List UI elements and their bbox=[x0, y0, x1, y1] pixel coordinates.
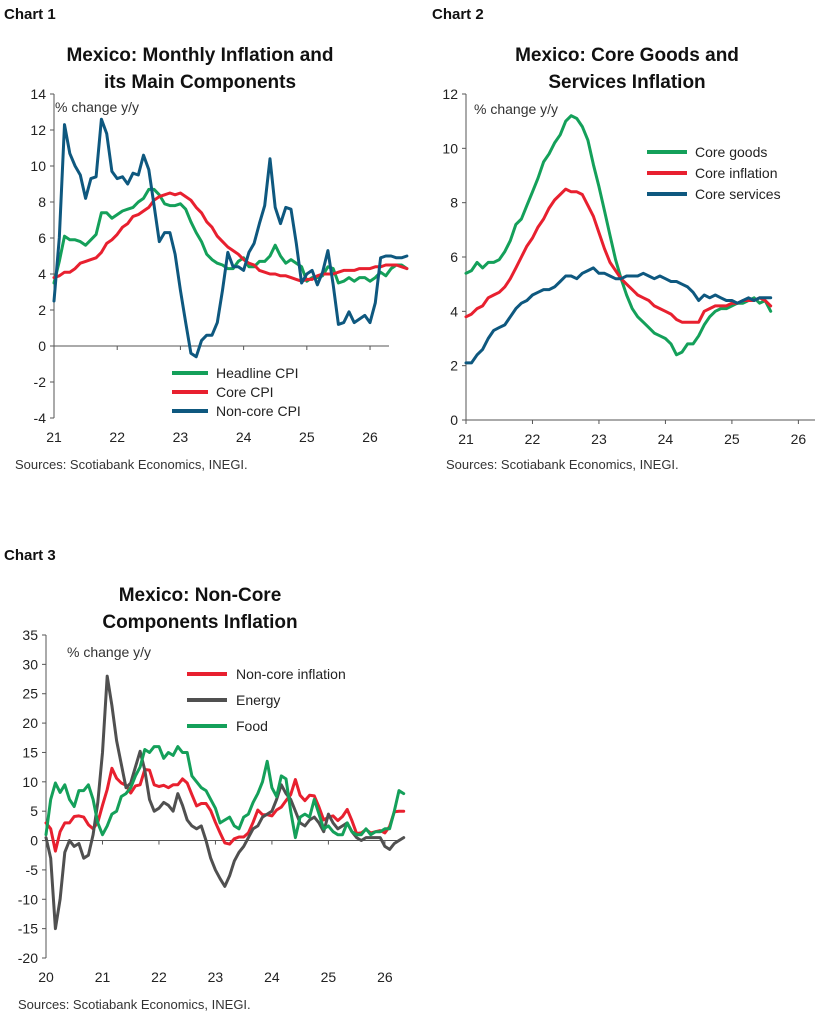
chart-1-title-line-1: Mexico: Monthly Inflation and bbox=[66, 45, 334, 66]
chart3-x-tick-label: 22 bbox=[151, 969, 167, 985]
chart1-y-tick-label: -4 bbox=[34, 410, 47, 426]
chart3-y-tick-label: -15 bbox=[18, 921, 38, 937]
chart3-x-tick-label: 25 bbox=[321, 969, 337, 985]
chart1-y-tick-label: 14 bbox=[30, 86, 46, 102]
chart3-y-tick-label: -20 bbox=[18, 950, 38, 966]
chart-2-title: Mexico: Core Goods and Services Inflatio… bbox=[460, 42, 794, 96]
chart2-series-core-inflation bbox=[464, 187, 773, 324]
chart2-x-tick-label: 22 bbox=[525, 431, 541, 447]
chart3-y-tick-label: 5 bbox=[30, 803, 38, 819]
chart2-y-tick-label: 0 bbox=[450, 412, 458, 428]
chart2-legend-label: Core services bbox=[695, 186, 781, 202]
chart3-legend-label: Food bbox=[236, 718, 268, 734]
chart3-x-tick-label: 21 bbox=[95, 969, 111, 985]
chart3-y-tick-label: 35 bbox=[22, 627, 38, 643]
chart1-x-tick-label: 23 bbox=[173, 429, 189, 445]
chart1-y-tick-label: 2 bbox=[38, 302, 46, 318]
chart3-x-tick-label: 23 bbox=[208, 969, 224, 985]
chart2-series-core-services bbox=[464, 266, 773, 365]
chart2-x-tick-label: 25 bbox=[724, 431, 740, 447]
chart2-x-tick-label: 26 bbox=[791, 431, 807, 447]
chart-2-title-line-1: Mexico: Core Goods and bbox=[515, 45, 739, 66]
chart1-unit-label: % change y/y bbox=[55, 99, 139, 115]
chart2-y-tick-label: 2 bbox=[450, 358, 458, 374]
chart2-x-tick-label: 24 bbox=[658, 431, 674, 447]
chart-3-title-line-1: Mexico: Non-Core bbox=[118, 585, 282, 606]
chart3-y-tick-label: 10 bbox=[22, 774, 38, 790]
chart2-y-tick-label: 12 bbox=[442, 86, 458, 102]
chart1-series-core-cpi bbox=[52, 191, 409, 283]
chart-3-source: Sources: Scotiabank Economics, INEGI. bbox=[18, 997, 251, 1012]
chart1-y-tick-label: 4 bbox=[38, 266, 46, 282]
chart1-series-non-core-cpi bbox=[52, 117, 409, 359]
chart3-y-tick-label: 20 bbox=[22, 715, 38, 731]
chart2-y-tick-label: 6 bbox=[450, 249, 458, 265]
chart-2-label: Chart 2 bbox=[432, 6, 484, 23]
chart1-x-tick-label: 26 bbox=[362, 429, 378, 445]
chart3-y-tick-label: -10 bbox=[18, 891, 38, 907]
chart-3-title: Mexico: Non-Core Components Inflation bbox=[30, 582, 370, 636]
chart3-y-tick-label: 0 bbox=[30, 833, 38, 849]
chart3-y-tick-label: 15 bbox=[22, 744, 38, 760]
chart2-legend-label: Core inflation bbox=[695, 165, 778, 181]
chart-1-title: Mexico: Monthly Inflation and its Main C… bbox=[30, 42, 370, 96]
chart-1-source: Sources: Scotiabank Economics, INEGI. bbox=[15, 457, 248, 472]
chart1-y-tick-label: 10 bbox=[30, 158, 46, 174]
chart-3-title-line-2: Components Inflation bbox=[102, 612, 298, 633]
chart1-y-tick-label: -2 bbox=[34, 374, 47, 390]
chart1-x-tick-label: 25 bbox=[299, 429, 315, 445]
chart3-y-tick-label: 25 bbox=[22, 686, 38, 702]
chart3-series-energy bbox=[44, 674, 406, 931]
chart-1-label: Chart 1 bbox=[4, 6, 56, 23]
chart2-x-tick-label: 21 bbox=[458, 431, 474, 447]
chart3-x-tick-label: 26 bbox=[377, 969, 393, 985]
chart1-legend-label: Headline CPI bbox=[216, 365, 299, 381]
chart2-y-tick-label: 4 bbox=[450, 303, 458, 319]
chart2-legend-label: Core goods bbox=[695, 144, 767, 160]
chart1-y-tick-label: 12 bbox=[30, 122, 46, 138]
chart1-series-headline-cpi bbox=[52, 187, 409, 285]
chart1-y-tick-label: 0 bbox=[38, 338, 46, 354]
chart2-series-core-goods bbox=[464, 114, 773, 357]
chart3-y-tick-label: 30 bbox=[22, 656, 38, 672]
chart3-series-non-core-inflation bbox=[44, 766, 406, 853]
chart3-x-tick-label: 20 bbox=[38, 969, 54, 985]
chart1-x-tick-label: 22 bbox=[109, 429, 125, 445]
chart1-x-tick-label: 24 bbox=[236, 429, 252, 445]
chart1-legend-label: Core CPI bbox=[216, 384, 274, 400]
chart2-x-tick-label: 23 bbox=[591, 431, 607, 447]
chart2-y-tick-label: 10 bbox=[442, 140, 458, 156]
chart3-legend-label: Non-core inflation bbox=[236, 666, 346, 682]
chart1-y-tick-label: 8 bbox=[38, 194, 46, 210]
chart3-unit-label: % change y/y bbox=[67, 644, 151, 660]
chart1-x-tick-label: 21 bbox=[46, 429, 62, 445]
chart3-x-tick-label: 24 bbox=[264, 969, 280, 985]
chart1-y-tick-label: 6 bbox=[38, 230, 46, 246]
chart-3-label: Chart 3 bbox=[4, 547, 56, 564]
chart3-legend-label: Energy bbox=[236, 692, 280, 708]
chart-1-title-line-2: its Main Components bbox=[103, 72, 297, 93]
chart-2-title-line-2: Services Inflation bbox=[548, 72, 706, 93]
chart3-y-tick-label: -5 bbox=[26, 862, 39, 878]
chart3-series-food bbox=[44, 745, 406, 840]
chart2-unit-label: % change y/y bbox=[474, 101, 558, 117]
chart2-y-tick-label: 8 bbox=[450, 195, 458, 211]
chart1-legend-label: Non-core CPI bbox=[216, 403, 301, 419]
chart-2-source: Sources: Scotiabank Economics, INEGI. bbox=[446, 457, 679, 472]
